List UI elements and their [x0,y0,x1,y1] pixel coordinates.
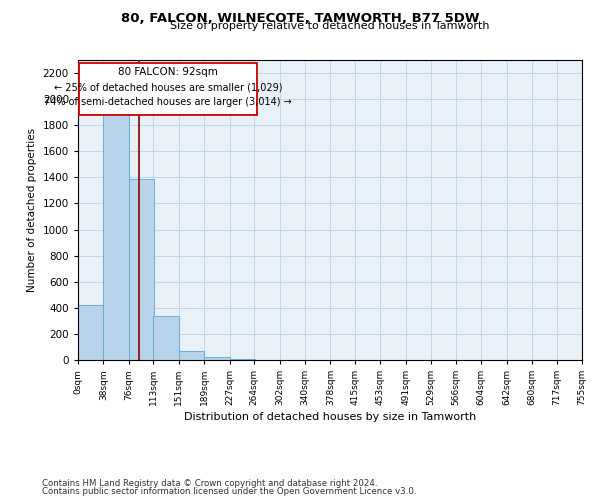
Text: Contains HM Land Registry data © Crown copyright and database right 2024.: Contains HM Land Registry data © Crown c… [42,478,377,488]
Y-axis label: Number of detached properties: Number of detached properties [27,128,37,292]
Bar [78,305,103,360]
Bar [204,358,230,360]
Title: Size of property relative to detached houses in Tamworth: Size of property relative to detached ho… [170,22,490,32]
Bar [154,316,179,360]
Bar [129,178,154,360]
Text: 80, FALCON, WILNECOTE, TAMWORTH, B77 5DW: 80, FALCON, WILNECOTE, TAMWORTH, B77 5DW [121,12,479,26]
Text: Contains public sector information licensed under the Open Government Licence v3: Contains public sector information licen… [42,487,416,496]
FancyBboxPatch shape [79,62,257,115]
X-axis label: Distribution of detached houses by size in Tamworth: Distribution of detached houses by size … [184,412,476,422]
Text: ← 25% of detached houses are smaller (1,029): ← 25% of detached houses are smaller (1,… [54,82,283,92]
Text: 74% of semi-detached houses are larger (3,014) →: 74% of semi-detached houses are larger (… [44,96,292,106]
Bar [179,351,204,360]
Bar [103,95,129,360]
Text: 80 FALCON: 92sqm: 80 FALCON: 92sqm [118,66,218,76]
